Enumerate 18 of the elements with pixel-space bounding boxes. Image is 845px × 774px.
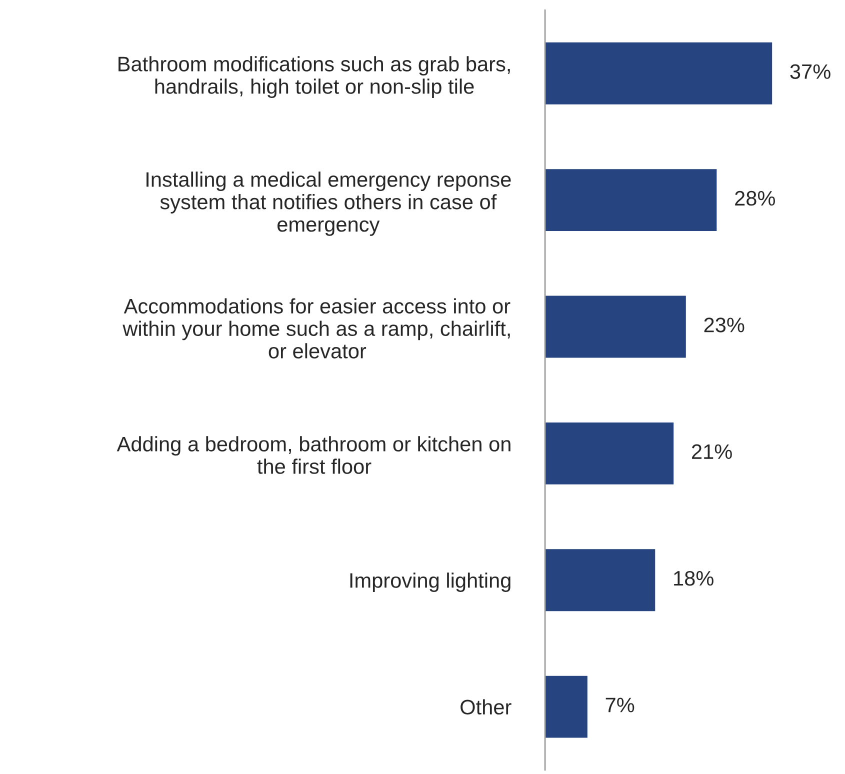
data-label: 7% bbox=[606, 698, 634, 712]
bar bbox=[545, 548, 657, 612]
data-label: 21% bbox=[692, 444, 732, 459]
y-tick-label: Installing a medical emergency reponse system that notifies others in case of emergency bbox=[146, 172, 511, 236]
bar bbox=[545, 674, 589, 740]
y-tick-label: Adding a bedroom, bathroom or kitchen on the first floor bbox=[116, 436, 510, 474]
y-tick-label: Other bbox=[460, 699, 512, 715]
y-tick-label: Improving lighting bbox=[350, 572, 510, 592]
bar bbox=[545, 168, 718, 232]
data-label: 18% bbox=[674, 570, 714, 586]
y-tick-label: Accommodations for easier access into or within your home such as a ramp, chairlift, or elevator bbox=[122, 298, 510, 358]
bar bbox=[545, 294, 688, 360]
bar bbox=[545, 421, 675, 486]
y-tick-label: Bathroom modifications such as grab bars, handrails, high toilet or non-slip tile bbox=[118, 56, 510, 98]
data-label: 28% bbox=[735, 190, 775, 206]
data-label: 37% bbox=[790, 64, 830, 79]
data-label: 23% bbox=[704, 318, 744, 332]
bar bbox=[545, 41, 774, 106]
